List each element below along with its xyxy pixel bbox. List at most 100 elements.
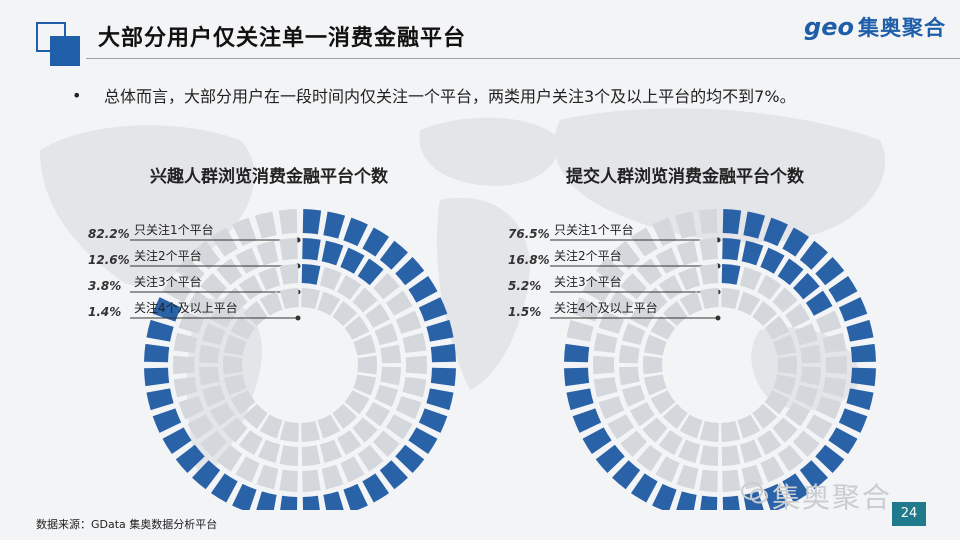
ring-1-segment [175, 257, 205, 286]
ring-1-segment [564, 343, 590, 363]
ring-1-segment [144, 367, 170, 387]
ring-4-segment [317, 414, 341, 439]
ring-1-segment [278, 209, 298, 235]
ring-4-segment [643, 355, 663, 375]
ring-3-segment [352, 287, 378, 313]
value-label: 12.6% [88, 253, 130, 267]
ring-3-segment [757, 430, 782, 456]
ring-4-segment [679, 414, 703, 439]
ring-4-segment [332, 301, 358, 327]
ring-4-segment [242, 301, 268, 327]
ring-2-segment [256, 240, 279, 266]
ring-3-segment [319, 439, 342, 463]
ring-2-segment [340, 456, 365, 483]
ring-1-segment [162, 427, 192, 455]
ring-1-segment [743, 211, 766, 239]
ring-3-segment [374, 384, 398, 407]
ring-4-segment [737, 414, 761, 439]
ring-1-segment [582, 275, 612, 303]
ring-4-segment [737, 291, 761, 316]
ring-2-segment [187, 414, 215, 440]
ring-3 [199, 264, 401, 466]
ring-3-segment [772, 417, 798, 443]
ring-4-segment [662, 403, 688, 429]
ring-1-segment [232, 483, 257, 510]
ring-1-segment [566, 319, 594, 342]
ring-1-segment [850, 367, 876, 387]
ring-3-segment [319, 267, 342, 291]
ring-1-segment [418, 408, 448, 433]
ring-1-segment [426, 319, 454, 342]
ring-2-segment [173, 355, 195, 375]
ring-3-segment [800, 344, 821, 364]
ring-4-segment [699, 288, 719, 310]
ring-1-segment [782, 473, 810, 503]
ring-1-segment [323, 211, 346, 239]
ring-3-segment [209, 303, 235, 328]
ring-2-segment [321, 464, 344, 490]
ring-2-segment [593, 376, 618, 398]
ring-1-segment [698, 209, 718, 235]
ring-4-segment [301, 420, 321, 442]
ring-2-segment [235, 456, 260, 483]
ring-2-segment [302, 469, 321, 492]
ring-1-segment [595, 444, 625, 473]
ring-4-segment [242, 403, 268, 429]
ring-3-segment [301, 264, 321, 285]
ring-1-segment [175, 444, 205, 473]
ring-3-segment [794, 384, 818, 407]
ring-2-segment [340, 247, 365, 274]
ring-1-segment [595, 257, 625, 286]
ring-2-segment [607, 290, 635, 316]
category-label: 关注2个平台 [134, 248, 202, 263]
ring-1-segment [566, 388, 594, 411]
ring-3-segment [337, 274, 362, 300]
ring-2-segment [395, 310, 422, 334]
ring-4-segment [764, 390, 790, 415]
ring-3-segment [757, 274, 782, 300]
ring-3-segment [365, 303, 391, 328]
ring-3-segment [739, 267, 762, 291]
ring-4-segment [699, 420, 719, 442]
ring-4-segment [353, 374, 376, 396]
ring-2-segment [699, 238, 718, 261]
ring-1-segment [828, 427, 858, 455]
ring-1-segment [343, 483, 368, 510]
ring-3-segment [202, 323, 226, 346]
ring-3-segment [678, 267, 701, 291]
data-source: 数据来源：GData 集奥数据分析平台 [36, 518, 218, 531]
value-label: 16.8% [508, 253, 550, 267]
ring-4-segment [773, 374, 796, 396]
ring-1-segment [144, 343, 170, 363]
ring-1-segment [146, 388, 174, 411]
ring-2-segment [216, 258, 243, 286]
ring-1-segment [395, 257, 425, 286]
ring-2-segment [593, 355, 615, 375]
ring-2-segment [235, 247, 260, 274]
watermark-text: 集奥聚合 [772, 481, 893, 514]
title-decoration-fill [50, 36, 80, 66]
ring-2-segment [825, 355, 847, 375]
ring-4-segment [332, 403, 358, 429]
ring-1-segment [846, 319, 874, 342]
category-label: 关注4个及以上平台 [134, 300, 238, 315]
ring-2-segment [805, 414, 833, 440]
ring-3-segment [222, 287, 248, 313]
value-label: 5.2% [508, 279, 541, 293]
ring-4-segment [223, 355, 243, 375]
ring-1-segment [630, 227, 658, 257]
ring-2-segment [178, 396, 205, 420]
ring-2-segment [405, 355, 427, 375]
ring-2-segment [777, 258, 804, 286]
ring-1-segment [210, 227, 238, 257]
ring-1-segment [426, 388, 454, 411]
ring-4-segment [650, 315, 676, 340]
ring-1-segment [652, 217, 677, 247]
brand-logo: geo 集奥聚合 [804, 12, 946, 42]
ring-1-segment [572, 408, 602, 433]
ring-2 [593, 238, 847, 492]
ring-1-segment [815, 444, 845, 473]
ring-2-segment [173, 376, 198, 398]
ring-1-segment [582, 427, 612, 455]
ring-3-segment [721, 264, 741, 285]
